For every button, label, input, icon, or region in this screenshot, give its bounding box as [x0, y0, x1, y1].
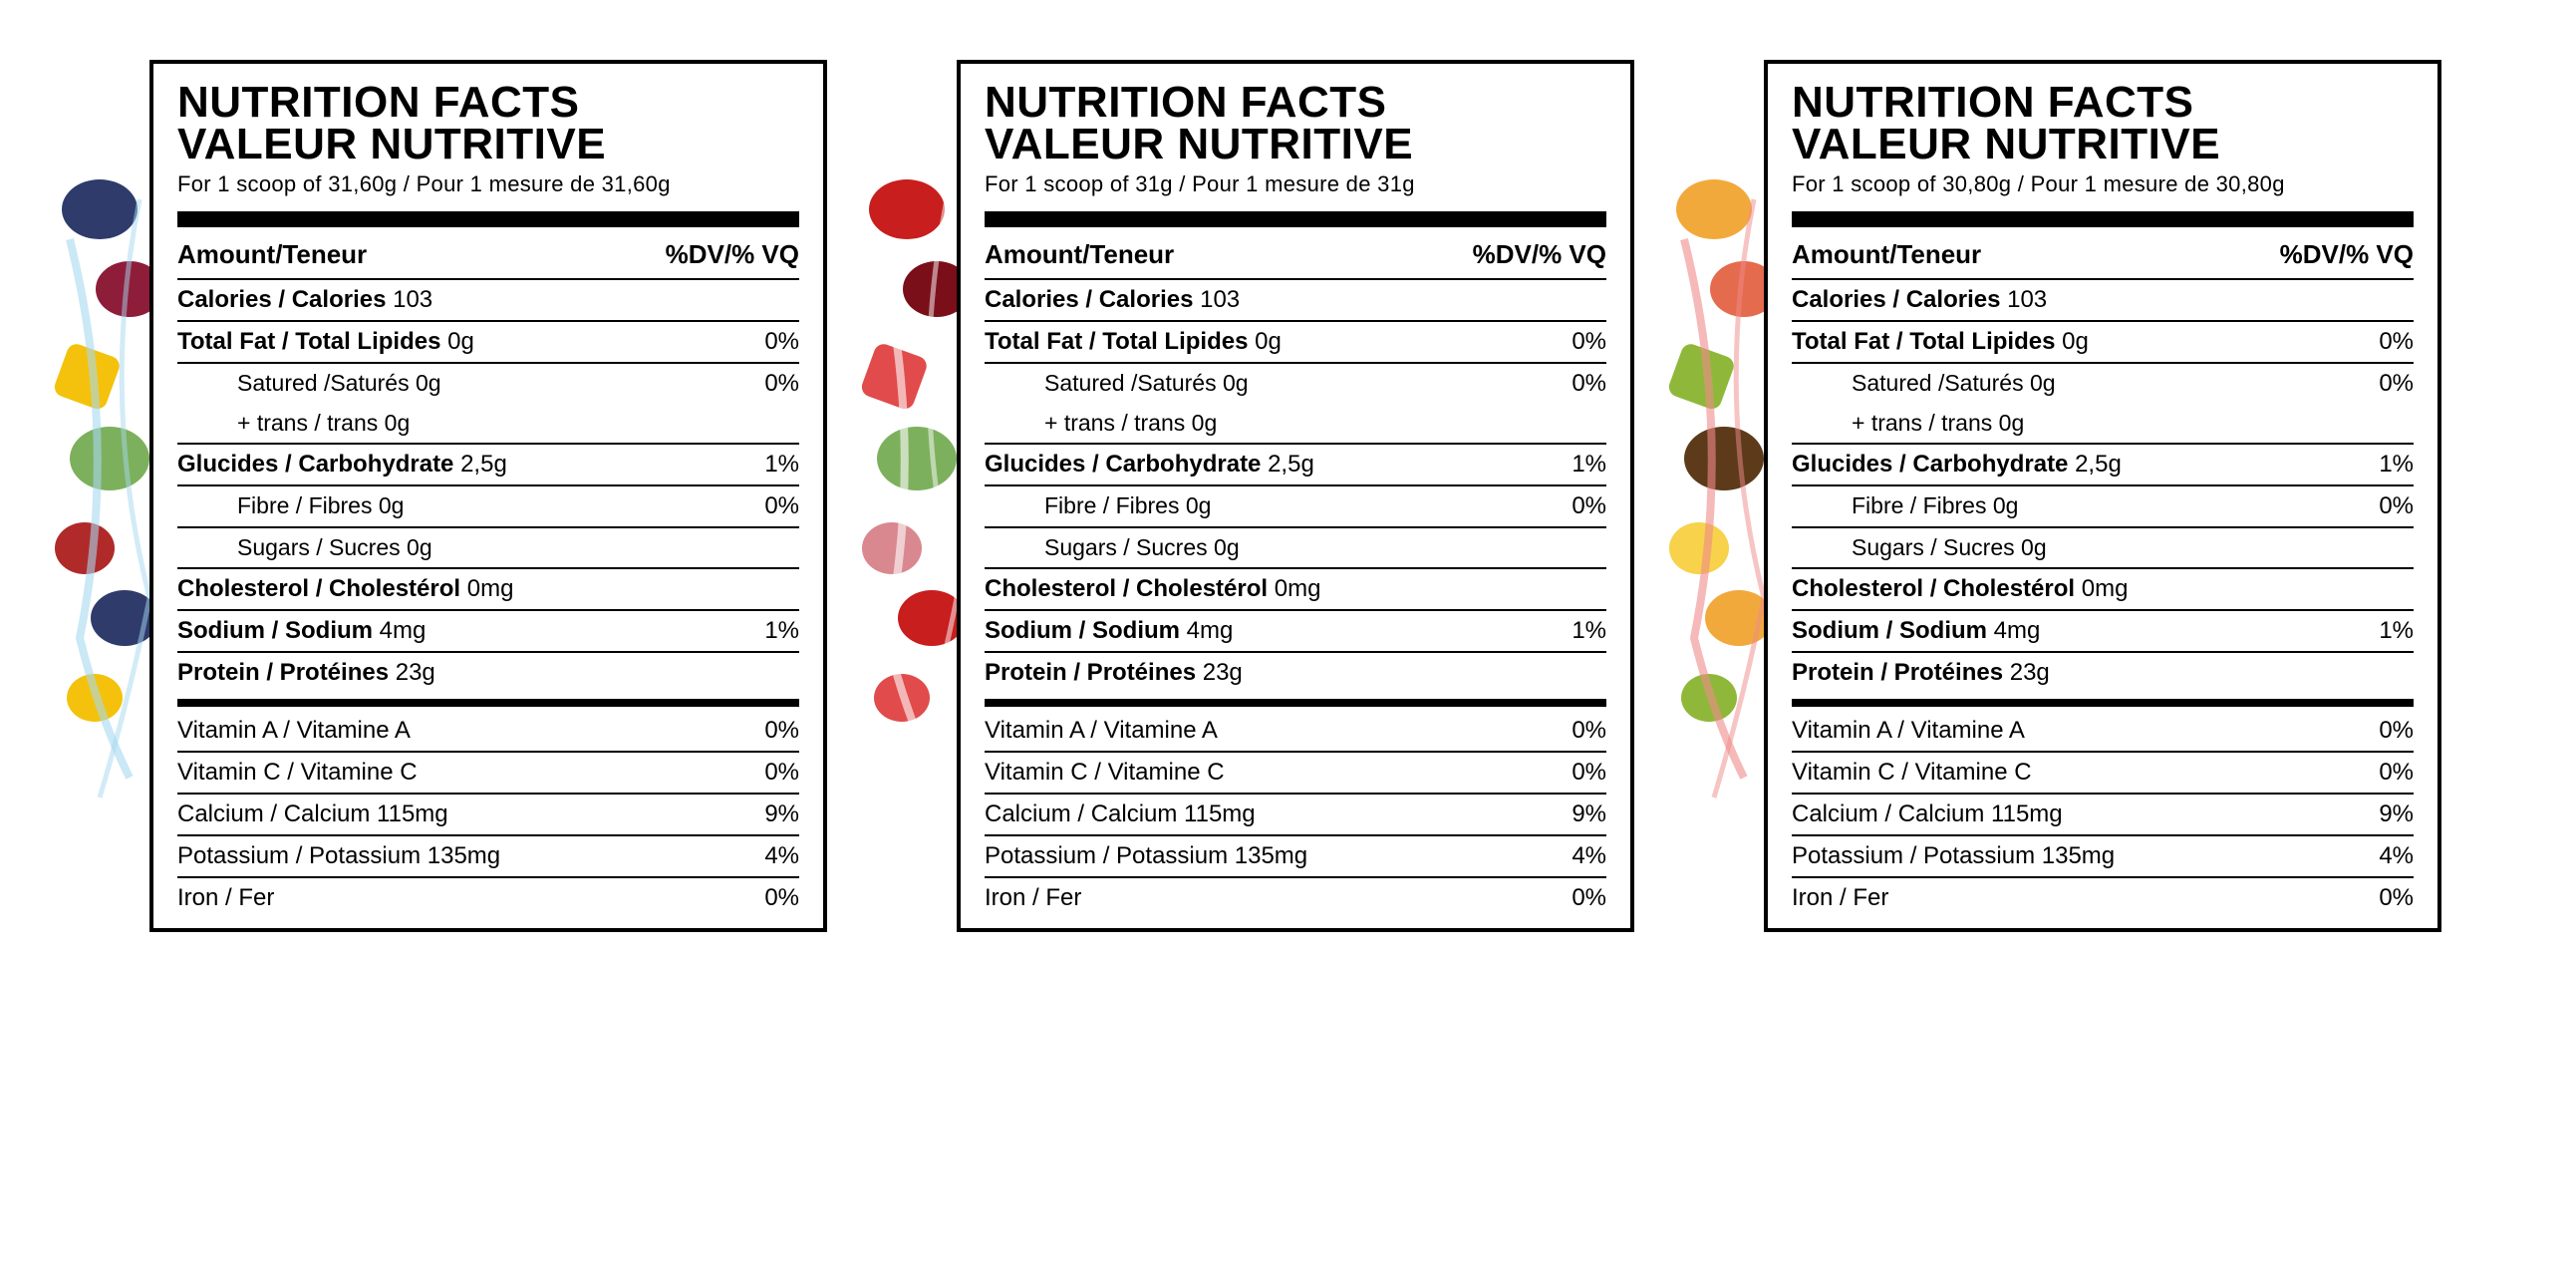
carb-row: Glucides / Carbohydrate 2,5g 1%: [985, 445, 1606, 486]
header-row: Amount/Teneur %DV/% VQ: [985, 235, 1606, 280]
serving-line: For 1 scoop of 31g / Pour 1 mesure de 31…: [985, 171, 1606, 197]
cholesterol-row: Cholesterol / Cholestérol 0mg: [177, 569, 799, 611]
amount-header: Amount/Teneur: [985, 239, 1174, 270]
mid-divider: [1792, 699, 2414, 707]
totalfat-row: Total Fat / Total Lipides 0g 0%: [177, 322, 799, 364]
cholesterol-row: Cholesterol / Cholestérol 0mg: [1792, 569, 2414, 611]
sodium-row: Sodium / Sodium 4mg 1%: [1792, 611, 2414, 653]
carb-row: Glucides / Carbohydrate 2,5g 1%: [1792, 445, 2414, 486]
fibre-row: Fibre / Fibres 0g 0%: [985, 486, 1606, 528]
sodium-row: Sodium / Sodium 4mg 1%: [985, 611, 1606, 653]
satured-row: Satured /Saturés 0g 0%: [177, 364, 799, 404]
potassium-row: Potassium / Potassium 135mg4%: [985, 836, 1606, 878]
iron-row: Iron / Fer0%: [1792, 878, 2414, 918]
vitamin-a-row: Vitamin A / Vitamine A0%: [177, 711, 799, 753]
vitamin-c-row: Vitamin C / Vitamine C0%: [985, 753, 1606, 795]
totalfat-row: Total Fat / Total Lipides 0g 0%: [985, 322, 1606, 364]
carb-row: Glucides / Carbohydrate 2,5g 1%: [177, 445, 799, 486]
panel-title-en: NUTRITION FACTS: [177, 82, 799, 124]
nutrition-panel-tropical: NUTRITION FACTS VALEUR NUTRITIVE For 1 s…: [1764, 60, 2441, 932]
header-row: Amount/Teneur %DV/% VQ: [1792, 235, 2414, 280]
potassium-row: Potassium / Potassium 135mg4%: [177, 836, 799, 878]
sugars-row: Sugars / Sucres 0g: [1792, 528, 2414, 569]
panel-title-fr: VALEUR NUTRITIVE: [177, 124, 799, 165]
sugars-row: Sugars / Sucres 0g: [985, 528, 1606, 569]
calcium-row: Calcium / Calcium 115mg9%: [177, 795, 799, 836]
calcium-row: Calcium / Calcium 115mg9%: [985, 795, 1606, 836]
vitamin-a-row: Vitamin A / Vitamine A0%: [985, 711, 1606, 753]
dv-header: %DV/% VQ: [1473, 239, 1606, 270]
sugars-row: Sugars / Sucres 0g: [177, 528, 799, 569]
satured-row: Satured /Saturés 0g 0%: [1792, 364, 2414, 404]
potassium-row: Potassium / Potassium 135mg4%: [1792, 836, 2414, 878]
serving-line: For 1 scoop of 31,60g / Pour 1 mesure de…: [177, 171, 799, 197]
protein-row: Protein / Protéines 23g: [1792, 653, 2414, 693]
nutrition-panel-strawberry: NUTRITION FACTS VALEUR NUTRITIVE For 1 s…: [957, 60, 1634, 932]
panel-title-fr: VALEUR NUTRITIVE: [985, 124, 1606, 165]
totalfat-row: Total Fat / Total Lipides 0g 0%: [1792, 322, 2414, 364]
amount-header: Amount/Teneur: [1792, 239, 1981, 270]
calories-row: Calories / Calories 103: [985, 280, 1606, 322]
trans-row: + trans / trans 0g: [1792, 404, 2414, 445]
mid-divider: [177, 699, 799, 707]
vitamin-a-row: Vitamin A / Vitamine A0%: [1792, 711, 2414, 753]
dv-header: %DV/% VQ: [666, 239, 799, 270]
amount-header: Amount/Teneur: [177, 239, 367, 270]
fibre-row: Fibre / Fibres 0g 0%: [1792, 486, 2414, 528]
satured-row: Satured /Saturés 0g 0%: [985, 364, 1606, 404]
protein-row: Protein / Protéines 23g: [177, 653, 799, 693]
protein-row: Protein / Protéines 23g: [985, 653, 1606, 693]
calories-row: Calories / Calories 103: [177, 280, 799, 322]
vitamin-c-row: Vitamin C / Vitamine C0%: [1792, 753, 2414, 795]
dv-header: %DV/% VQ: [2280, 239, 2414, 270]
cholesterol-row: Cholesterol / Cholestérol 0mg: [985, 569, 1606, 611]
fibre-row: Fibre / Fibres 0g 0%: [177, 486, 799, 528]
vitamin-c-row: Vitamin C / Vitamine C0%: [177, 753, 799, 795]
iron-row: Iron / Fer0%: [177, 878, 799, 918]
calories-row: Calories / Calories 103: [1792, 280, 2414, 322]
thick-divider: [1792, 211, 2414, 227]
thick-divider: [177, 211, 799, 227]
mid-divider: [985, 699, 1606, 707]
thick-divider: [985, 211, 1606, 227]
iron-row: Iron / Fer0%: [985, 878, 1606, 918]
nutrition-panel-berry: NUTRITION FACTS VALEUR NUTRITIVE For 1 s…: [149, 60, 827, 932]
panel-title-en: NUTRITION FACTS: [1792, 82, 2414, 124]
sodium-row: Sodium / Sodium 4mg 1%: [177, 611, 799, 653]
calcium-row: Calcium / Calcium 115mg9%: [1792, 795, 2414, 836]
serving-line: For 1 scoop of 30,80g / Pour 1 mesure de…: [1792, 171, 2414, 197]
trans-row: + trans / trans 0g: [177, 404, 799, 445]
trans-row: + trans / trans 0g: [985, 404, 1606, 445]
panel-title-fr: VALEUR NUTRITIVE: [1792, 124, 2414, 165]
header-row: Amount/Teneur %DV/% VQ: [177, 235, 799, 280]
panel-title-en: NUTRITION FACTS: [985, 82, 1606, 124]
